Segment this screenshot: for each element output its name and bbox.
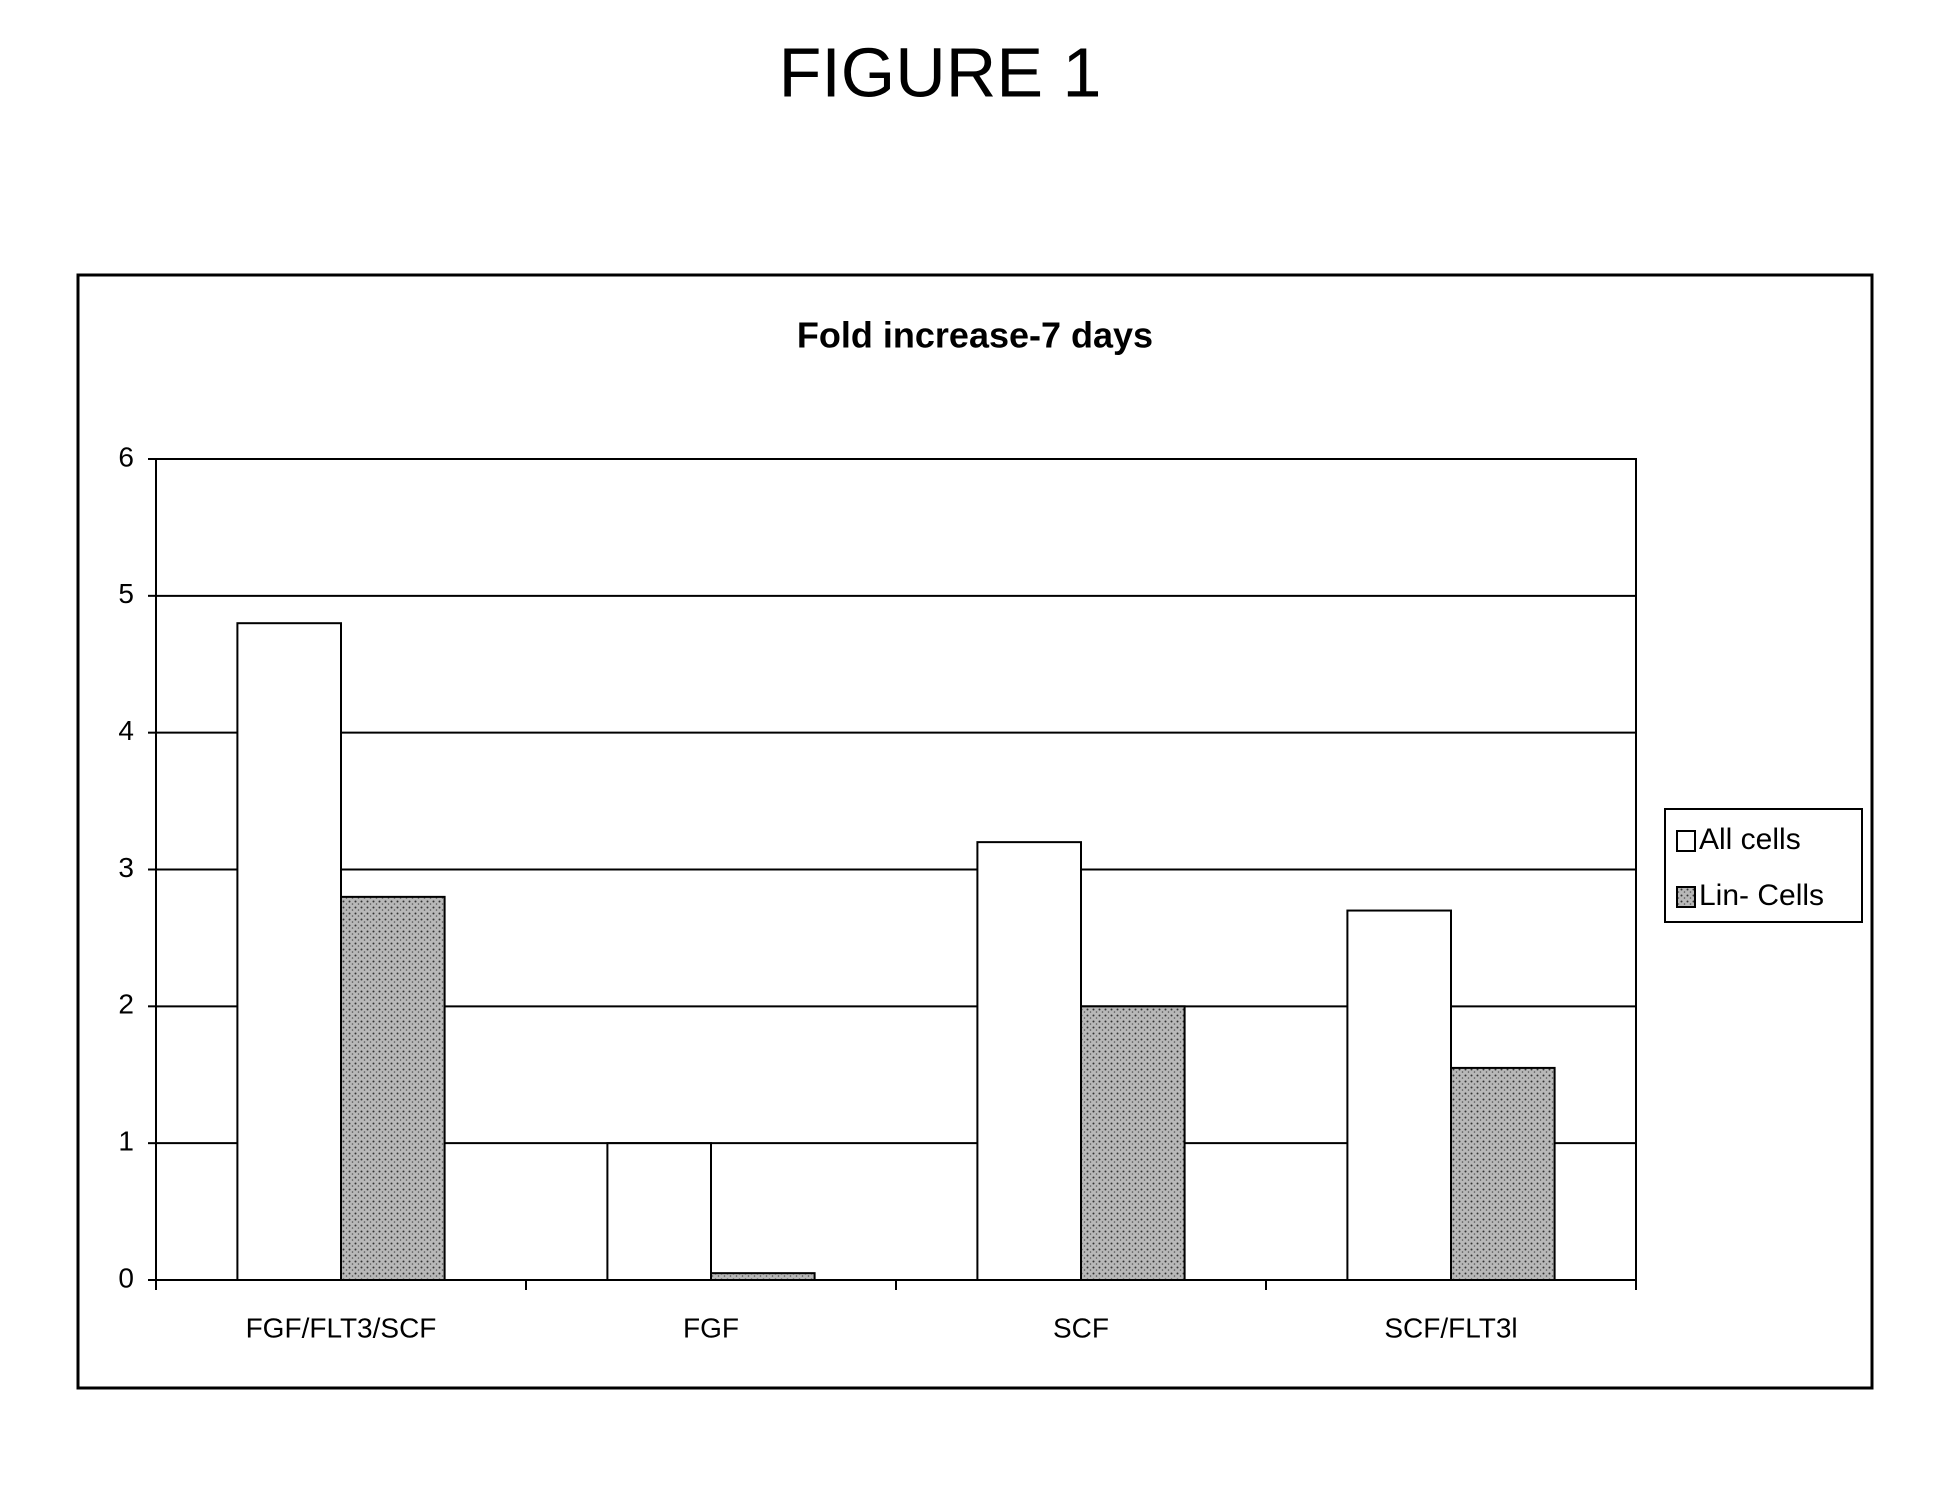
bar <box>237 623 341 1280</box>
x-tick-label: SCF <box>1053 1312 1109 1343</box>
bar <box>711 1273 815 1280</box>
legend-label: All cells <box>1699 823 1801 856</box>
y-tick-label: 4 <box>118 715 134 746</box>
bar <box>1451 1068 1555 1280</box>
legend-swatch <box>1677 831 1695 851</box>
y-tick-label: 2 <box>118 989 134 1020</box>
chart-title: Fold increase-7 days <box>797 315 1153 356</box>
y-tick-label: 6 <box>118 441 134 472</box>
bar <box>607 1143 711 1280</box>
legend-label: Lin- Cells <box>1699 879 1824 912</box>
y-tick-label: 5 <box>118 578 134 609</box>
legend-swatch <box>1677 887 1695 907</box>
x-tick-label: SCF/FLT3l <box>1384 1312 1517 1343</box>
bar <box>977 842 1081 1280</box>
figure-label: FIGURE 1 <box>779 33 1102 111</box>
x-tick-label: FGF/FLT3/SCF <box>246 1312 437 1343</box>
x-tick-label: FGF <box>683 1312 739 1343</box>
y-tick-label: 3 <box>118 852 134 883</box>
bar <box>1347 911 1451 1280</box>
figure: FIGURE 1 Fold increase-7 days 0 1 2 3 4 5 6 FGF… <box>0 0 1949 1488</box>
y-tick-label: 1 <box>118 1126 134 1157</box>
bar <box>1081 1006 1185 1280</box>
y-tick-label: 0 <box>118 1262 134 1293</box>
bar <box>341 897 445 1280</box>
